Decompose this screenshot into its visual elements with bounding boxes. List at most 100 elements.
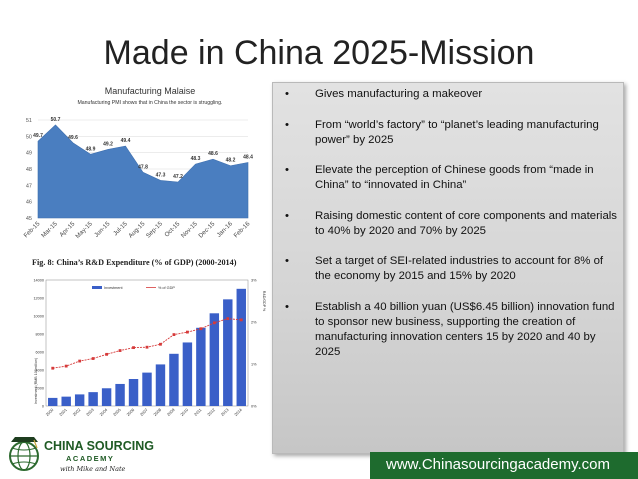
rd-x-tick: 2005 (112, 407, 122, 417)
rd-legend: Investment % of GDP (92, 286, 175, 290)
rd-x-tick: 2013 (220, 407, 230, 417)
rd-bar (74, 394, 85, 406)
bullet-marker: • (285, 88, 289, 100)
pmi-value-label: 48.2 (226, 158, 236, 164)
pmi-y-tick: 46 (26, 200, 32, 206)
pmi-value-label: 49.7 (33, 133, 43, 139)
pmi-value-label: 47.2 (173, 174, 183, 180)
footer-url[interactable]: www.Chinasourcingacademy.com (386, 456, 610, 473)
pmi-value-label: 47.3 (156, 172, 166, 178)
globe-icon (9, 437, 39, 471)
rd-y-tick: 4000 (36, 369, 44, 373)
rd-bar (169, 353, 179, 406)
bullet-text: From “world’s factory” to “planet’s lead… (315, 118, 599, 146)
pmi-x-tick: Jan-16 (216, 220, 235, 239)
rd-bar (61, 396, 71, 406)
pmi-value-label: 48.4 (243, 154, 253, 160)
pmi-x-tick: Nov-15 (180, 220, 199, 239)
rd-line-marker (91, 357, 95, 360)
bullet-text: Gives manufacturing a makeover (315, 88, 483, 100)
pmi-chart: Manufacturing Malaise Manufacturing PMI … (23, 86, 253, 240)
rd-line-marker (51, 366, 55, 370)
pmi-x-tick: Sep-15 (145, 220, 164, 239)
rd-x-tick: 2004 (98, 407, 108, 417)
pmi-x-tick: Feb-15 (23, 220, 42, 239)
rd-y-tick: 12000 (33, 297, 44, 301)
pmi-value-label: 48.6 (208, 151, 218, 157)
pmi-value-label: 47.8 (138, 164, 148, 170)
pmi-x-tick: Oct-15 (163, 220, 181, 238)
pmi-value-label: 50.7 (51, 117, 61, 123)
pmi-x-tick: May-15 (74, 220, 94, 240)
bullet-item: • From “world’s factory” to “planet’s lea… (283, 118, 617, 148)
rd-x-tick: 2007 (139, 407, 149, 417)
rd-line-marker (105, 352, 108, 356)
china-sourcing-academy-logo: CHINA SOURCING ACADEMY with Mike and Nat… (9, 437, 154, 473)
rd-axes: 0 2000 4000 6000 8000 10000 12000 14000 0% 1% 2% 3% (33, 279, 257, 409)
pmi-chart-title: Manufacturing Malaise (105, 86, 196, 96)
pmi-value-label: 48.9 (86, 146, 96, 152)
rd-x-tick: 2010 (179, 407, 189, 417)
rd-line-marker (78, 359, 82, 363)
bullet-text: Set a target of SEI-related industries t… (315, 255, 604, 282)
bullet-item: • Establish a 40 billion yuan (US$6.45 bi… (283, 300, 617, 360)
pmi-y-tick: 51 (26, 118, 32, 124)
rd-line (51, 317, 243, 370)
rd-legend-investment: Investment (104, 286, 124, 290)
rd-bar (142, 372, 152, 406)
pmi-value-label: 49.2 (103, 141, 113, 147)
rd-line-marker (186, 330, 189, 334)
rd-x-tick: 2002 (72, 407, 82, 417)
rd-line-marker (145, 345, 149, 349)
rd-bar (155, 364, 166, 406)
rd-legend-bar-swatch (92, 286, 102, 289)
bullet-marker: • (285, 118, 289, 131)
rd-y2-tick: 0% (251, 405, 257, 409)
rd-legend-pct: % of GDP (158, 286, 175, 290)
rd-x-tick: 2012 (206, 407, 216, 417)
rd-x-tick: 2001 (58, 407, 68, 417)
pmi-value-labels: 49.7 50.7 49.6 48.9 49.2 49.4 47.8 47.3 47.2 48.3… (33, 117, 253, 180)
rd-line-marker (132, 346, 135, 350)
pmi-chart-subtitle: Manufacturing PMI shows that in China th… (77, 100, 222, 106)
pmi-y-tick: 50 (26, 134, 32, 140)
rd-bar (88, 392, 98, 406)
rd-bar (196, 327, 206, 406)
bullet-panel: • Gives manufacturing a makeover • From “wo… (272, 82, 624, 454)
rd-y2-label: R&D/GDP % (262, 291, 266, 312)
rd-y-tick: 10000 (33, 315, 44, 319)
rd-bar (115, 383, 125, 406)
logo-line2: ACADEMY (66, 454, 114, 463)
bullet-text: Establish a 40 billion yuan (US$6.45 bil… (315, 300, 615, 358)
pmi-value-label: 49.6 (68, 135, 78, 141)
bullet-item: • Raising domestic content of core compon… (283, 209, 617, 239)
pmi-y-axis: 45 46 47 48 49 50 51 (26, 118, 32, 222)
bullet-marker: • (285, 209, 289, 222)
rd-y-tick: 6000 (36, 351, 44, 355)
rd-x-tick: 2000 (45, 407, 55, 417)
rd-line-marker (199, 327, 203, 331)
pmi-y-tick: 49 (26, 151, 32, 157)
rd-y-tick: 0 (42, 405, 44, 409)
rd-y-tick: 14000 (33, 279, 44, 283)
rd-line-marker (159, 342, 162, 346)
pmi-y-tick: 45 (26, 216, 32, 222)
rd-bar (128, 379, 139, 406)
rd-x-tick: 2006 (125, 407, 135, 417)
rd-bar (48, 397, 58, 406)
rd-y-tick: 2000 (36, 387, 44, 391)
rd-x-tick: 2011 (193, 407, 203, 417)
bullet-item: • Elevate the perception of Chinese goods… (283, 163, 617, 193)
bullet-item: • Set a target of SEI-related industries … (283, 254, 617, 284)
pmi-area-fill (37, 124, 249, 219)
rd-line-marker (212, 321, 216, 325)
rd-y2-tick: 1% (251, 363, 257, 367)
rd-bar (101, 388, 112, 406)
rd-y-label: Investment (RMB 100million) (34, 358, 38, 404)
pmi-value-label: 48.3 (191, 156, 201, 162)
pmi-x-tick: Jun-15 (93, 220, 112, 239)
logo-line1: CHINA SOURCING (44, 439, 154, 453)
bullet-text: Elevate the perception of Chinese goods … (315, 164, 594, 191)
rd-bar (236, 288, 246, 406)
pmi-x-tick: Feb-16 (233, 220, 252, 239)
